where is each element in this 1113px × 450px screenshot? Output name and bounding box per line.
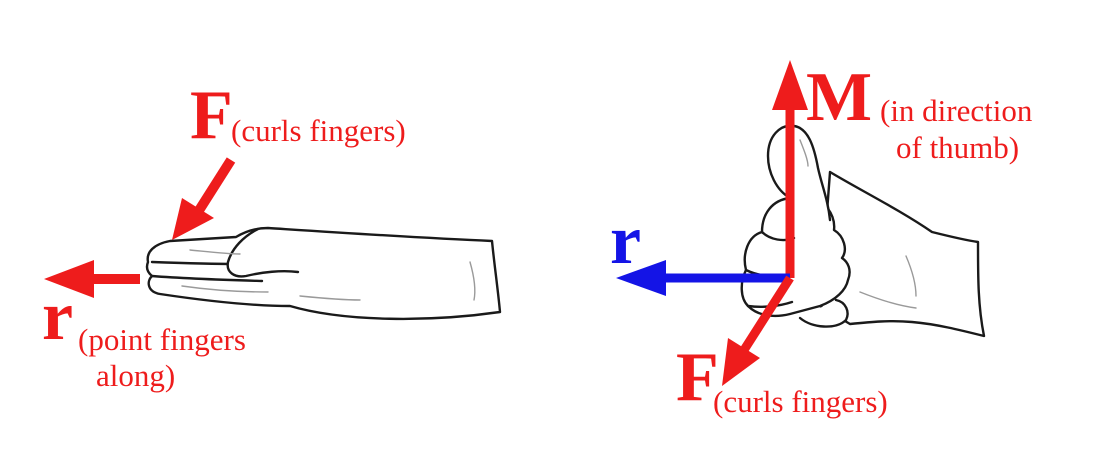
moment-arrow (772, 60, 808, 278)
flat-hand-icon (145, 226, 502, 321)
thumbs-up-hand-icon (740, 124, 986, 338)
moment-symbol: M (806, 59, 872, 136)
force-arrow-right (722, 275, 794, 386)
position-note-left-line2: along) (96, 358, 175, 393)
position-arrow-left (44, 260, 140, 298)
position-note-left-line1: (point fingers (78, 322, 246, 357)
position-symbol-right: r (610, 202, 641, 279)
force-note-right: (curls fingers) (713, 384, 888, 419)
force-symbol-left: F (190, 77, 233, 154)
force-arrow-left (172, 157, 236, 240)
force-symbol-right: F (676, 339, 719, 416)
position-arrow-right (616, 260, 790, 296)
position-symbol-left: r (42, 278, 73, 355)
force-note-left: (curls fingers) (231, 113, 406, 148)
moment-note-line1: (in direction (880, 93, 1033, 128)
moment-note-line2: of thumb) (896, 130, 1019, 165)
